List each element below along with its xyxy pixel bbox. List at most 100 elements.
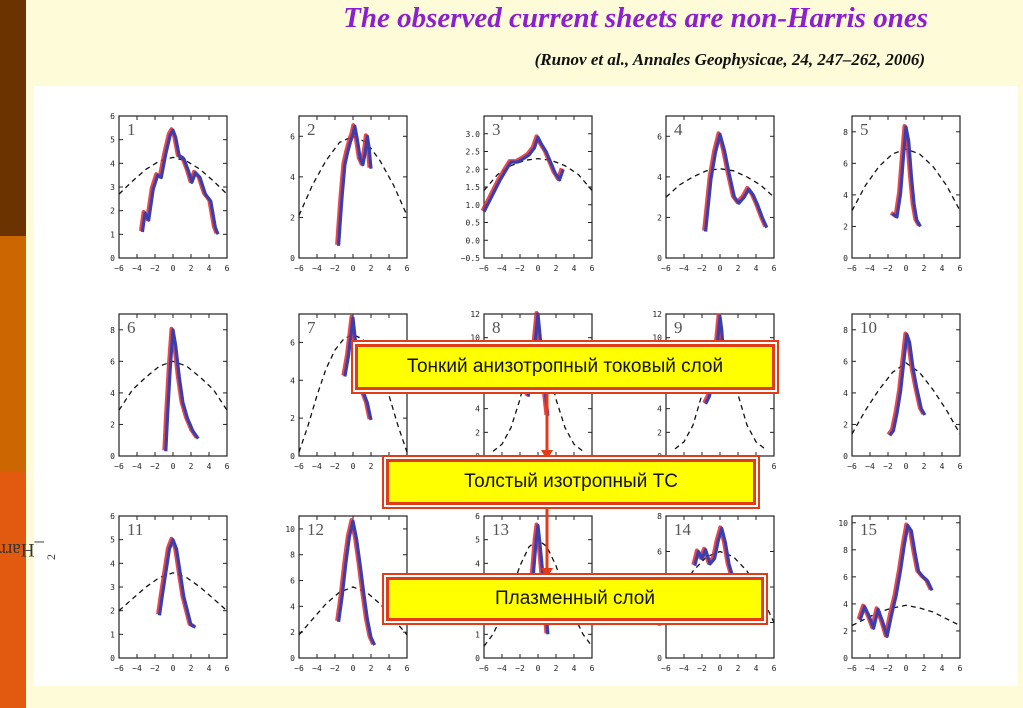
panel-15: −6 −4 −2 0 2 4 6 0 2 4 6 8 10 15 <box>838 515 963 673</box>
panel-1-number: 1 <box>127 120 136 139</box>
panel-12-x-tick-label: 6 <box>405 664 410 673</box>
panel-3-x-tick-label: −2 <box>515 264 525 273</box>
panel-11-y-tick-label: 4 <box>110 559 115 568</box>
panel-4-number: 4 <box>674 120 683 139</box>
panel-5-y-tick-label: 4 <box>843 191 848 200</box>
panel-14-x-tick-label: 6 <box>772 664 777 673</box>
panel-15-x-tick-label: −2 <box>883 664 893 673</box>
panel-1-x-tick-label: 2 <box>189 264 194 273</box>
panel-13-y-tick-label: 4 <box>475 559 480 568</box>
panel-6-x-tick-label: 0 <box>171 462 176 471</box>
panel-15-y-tick-label: 4 <box>843 600 848 609</box>
panel-5-y-tick-label: 0 <box>843 254 848 263</box>
panel-3-x-tick-label: 4 <box>572 264 577 273</box>
arrow-head-upper <box>541 450 553 460</box>
panel-5-x-tick-label: −6 <box>847 264 857 273</box>
callout-thin-anisotropic-sheet: Тонкий анизотропный токовый слой <box>355 344 775 390</box>
panel-3: −6 −4 −2 0 2 4 6 −0.5 0.0 0.5 1.0 1.5 2.0 2.5 3.0 3 <box>461 115 595 273</box>
panel-11-x-tick-label: 0 <box>171 664 176 673</box>
panel-13-y-tick-label: 0 <box>475 654 480 663</box>
panel-7-x-tick-label: −6 <box>294 462 304 471</box>
panel-5-x-tick-label: −2 <box>883 264 893 273</box>
panel-12-x-tick-label: −2 <box>330 664 340 673</box>
panel-6-x-tick-label: −4 <box>132 462 142 471</box>
panel-7-x-tick-label: 0 <box>351 462 356 471</box>
arrow-head-lower <box>541 568 553 578</box>
panel-7-x-tick-label: −2 <box>330 462 340 471</box>
panel-1-y-tick-label: 5 <box>110 136 115 145</box>
panel-1-harris-fit <box>118 156 228 195</box>
panel-3-observed-current <box>482 135 565 213</box>
panel-9-y-tick-label: 4 <box>657 405 662 414</box>
panel-10-y-tick-label: 4 <box>843 389 848 398</box>
panel-9-y-tick-label: 10 <box>652 334 662 343</box>
panel-7-number: 7 <box>307 318 316 337</box>
panel-4-y-tick-label: 4 <box>657 173 662 182</box>
panel-1-y-tick-label: 6 <box>110 112 115 121</box>
panel-6-x-tick-label: −6 <box>114 462 124 471</box>
panel-6-x-tick-label: 4 <box>207 462 212 471</box>
panel-2-x-tick-label: 4 <box>387 264 392 273</box>
panel-4-x-tick-label: 6 <box>772 264 777 273</box>
panel-2-x-tick-label: −2 <box>330 264 340 273</box>
panel-3-x-tick-label: −6 <box>479 264 489 273</box>
panel-3-x-tick-label: −4 <box>497 264 507 273</box>
panel-13-y-tick-label: 6 <box>475 512 480 521</box>
panel-9-number: 9 <box>674 318 683 337</box>
panel-7-y-tick-label: 6 <box>290 338 295 347</box>
panel-12-x-tick-label: 2 <box>369 664 374 673</box>
panel-5-y-tick-label: 8 <box>843 128 848 137</box>
panel-13-y-tick-label: 5 <box>475 536 480 545</box>
panel-12-y-tick-label: 2 <box>290 628 295 637</box>
panel-10-y-tick-label: 0 <box>843 452 848 461</box>
panel-2-x-tick-label: 0 <box>351 264 356 273</box>
panel-5-x-tick-label: 4 <box>940 264 945 273</box>
panel-5-observed-current <box>891 125 922 228</box>
panel-11: −6 −4 −2 0 2 4 6 0 1 2 3 4 5 6 11 <box>110 512 229 673</box>
panel-5-y-tick-label: 6 <box>843 159 848 168</box>
panel-3-y-tick-label: 2.0 <box>466 165 481 174</box>
panel-1-observed-current <box>140 128 220 235</box>
panel-12-x-tick-label: 0 <box>351 664 356 673</box>
panel-15-y-tick-label: 6 <box>843 573 848 582</box>
panel-1-x-tick-label: −2 <box>150 264 160 273</box>
panel-4-y-tick-label: 0 <box>657 254 662 263</box>
panel-9-x-tick-label: 4 <box>754 462 759 471</box>
panel-6-x-tick-label: −2 <box>150 462 160 471</box>
panel-10-y-tick-label: 2 <box>843 420 848 429</box>
panel-4-x-tick-label: 2 <box>736 264 741 273</box>
panel-12-observed-current <box>337 519 377 646</box>
panel-14-y-tick-label: 8 <box>657 512 662 521</box>
panel-13-y-tick-label: 1 <box>475 630 480 639</box>
panel-5-number: 5 <box>860 120 869 139</box>
panel-11-number: 11 <box>127 520 143 539</box>
panel-3-y-tick-label: 0.5 <box>466 219 481 228</box>
panel-2-y-tick-label: 4 <box>290 173 295 182</box>
panel-14-y-tick-label: 6 <box>657 548 662 557</box>
panel-11-x-tick-label: 4 <box>207 664 212 673</box>
panel-15-x-tick-label: 4 <box>940 664 945 673</box>
panel-13-number: 13 <box>492 520 509 539</box>
panel-5-x-tick-label: 0 <box>904 264 909 273</box>
panel-2-harris-fit <box>298 135 408 216</box>
panel-14-y-tick-label: 0 <box>657 654 662 663</box>
panel-3-y-tick-label: 2.5 <box>466 148 481 157</box>
panel-12-y-tick-label: 6 <box>290 577 295 586</box>
panel-8-number: 8 <box>492 318 501 337</box>
panel-13-x-tick-label: −6 <box>479 664 489 673</box>
panel-15-y-tick-label: 8 <box>843 546 848 555</box>
panel-1-x-tick-label: −6 <box>114 264 124 273</box>
panel-8-y-tick-label: 10 <box>470 334 480 343</box>
panel-6-y-tick-label: 4 <box>110 389 115 398</box>
panel-2-y-tick-label: 0 <box>290 254 295 263</box>
panel-4-y-tick-label: 2 <box>657 213 662 222</box>
panel-11-x-tick-label: 6 <box>225 664 230 673</box>
panel-10-x-tick-label: −2 <box>883 462 893 471</box>
panel-1-y-tick-label: 0 <box>110 254 115 263</box>
panel-11-x-tick-label: −6 <box>114 664 124 673</box>
callout-plasma-sheet: Плазменный слой <box>386 577 764 621</box>
panel-13-x-tick-label: 6 <box>590 664 595 673</box>
panel-10-x-tick-label: 0 <box>904 462 909 471</box>
side-bar-top-segment <box>0 0 26 236</box>
